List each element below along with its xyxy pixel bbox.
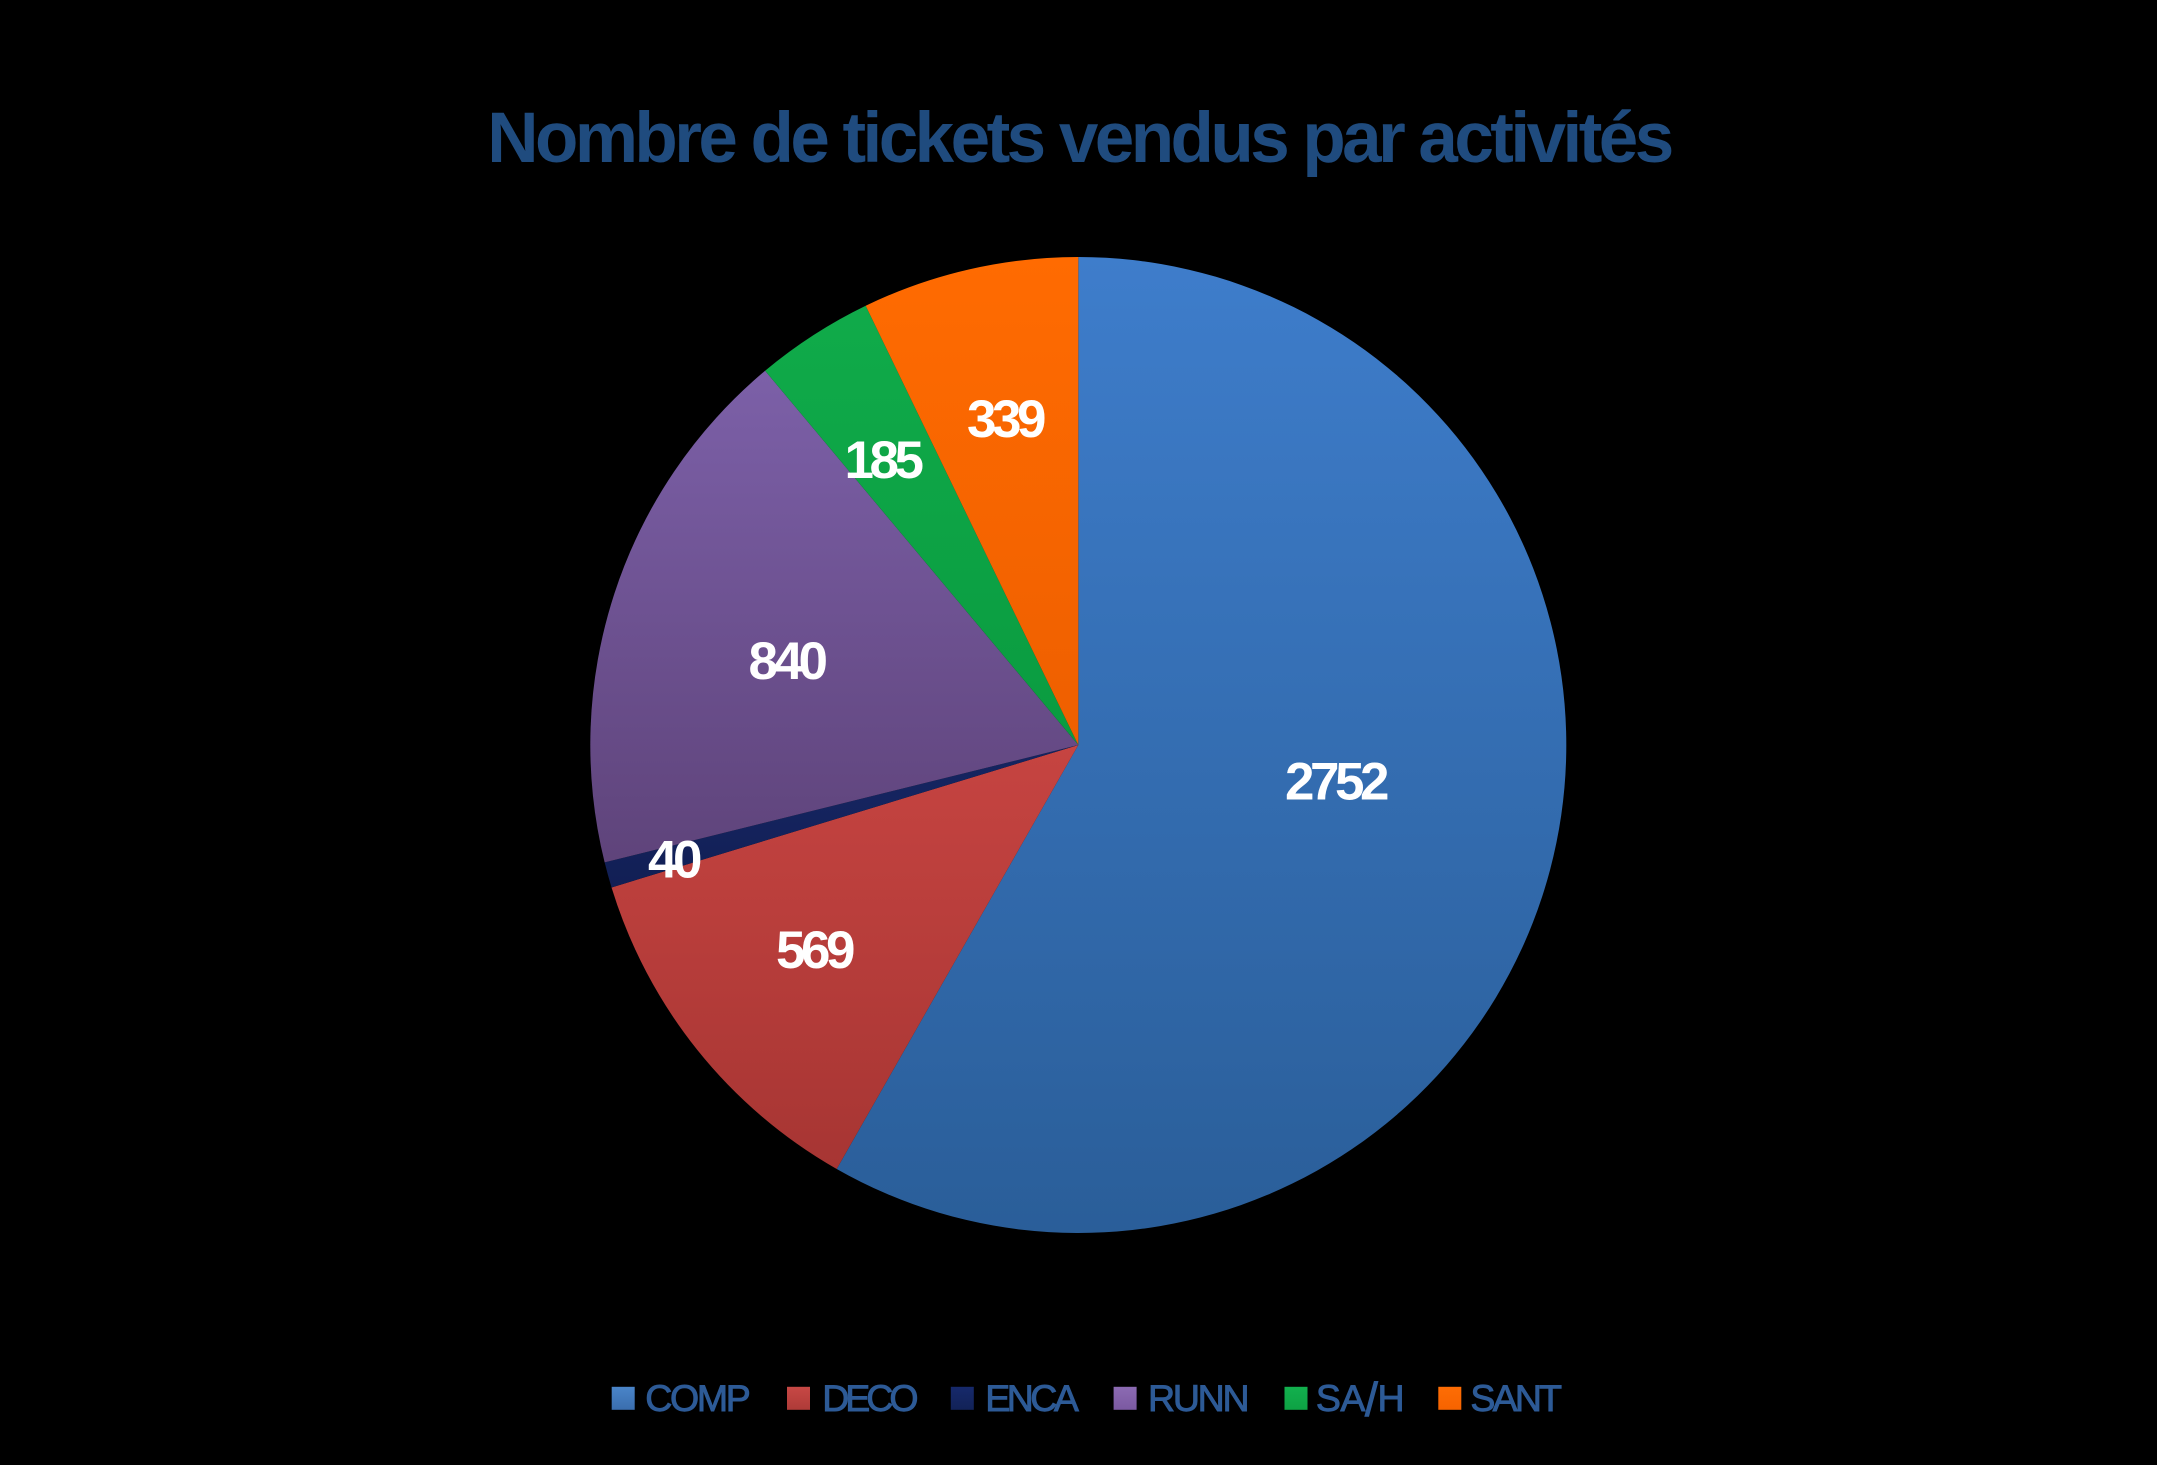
svg-text:339: 339	[967, 390, 1045, 449]
svg-text:2752: 2752	[1285, 753, 1388, 812]
svg-text:569: 569	[776, 921, 854, 980]
svg-text:RUNN: RUNN	[1148, 1377, 1247, 1419]
svg-text:SA/H: SA/H	[1316, 1373, 1404, 1426]
svg-text:SANT: SANT	[1470, 1377, 1562, 1419]
svg-text:Nombre de tickets vendus par a: Nombre de tickets vendus par activités	[487, 99, 1671, 178]
svg-text:DECO: DECO	[822, 1377, 917, 1419]
svg-text:COMP: COMP	[645, 1377, 750, 1419]
svg-text:40: 40	[648, 830, 701, 889]
svg-text:840: 840	[749, 632, 827, 691]
svg-text:ENCA: ENCA	[985, 1377, 1079, 1419]
svg-text:185: 185	[845, 431, 923, 490]
